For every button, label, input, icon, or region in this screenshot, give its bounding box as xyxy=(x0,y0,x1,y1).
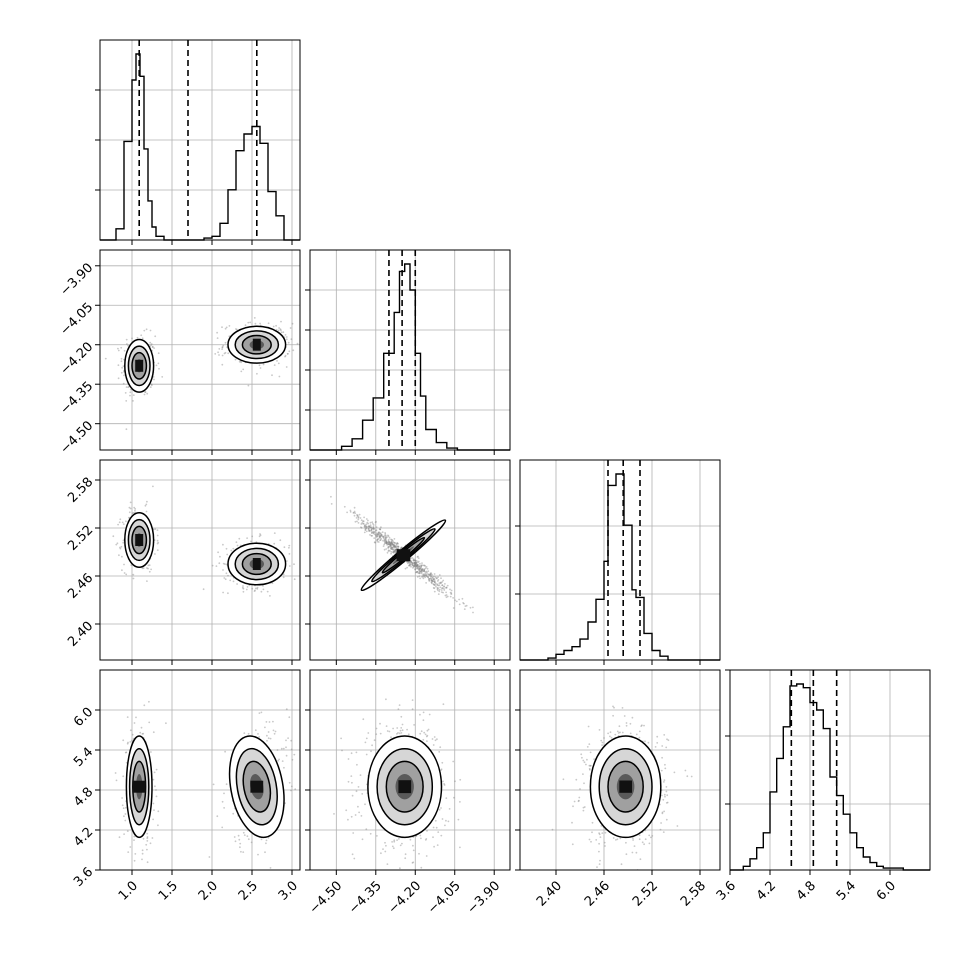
joint-panel-2-1 xyxy=(305,459,511,665)
panel-frame xyxy=(309,459,511,661)
y-tick-label: 2.40 xyxy=(65,619,96,650)
y-tick-label: −4.05 xyxy=(58,300,97,339)
x-tick-label: −4.05 xyxy=(425,878,464,917)
x-tick-label: 2.52 xyxy=(630,878,661,909)
x-tick-label: −4.50 xyxy=(307,878,346,917)
histogram-step xyxy=(100,53,300,241)
joint-density xyxy=(330,495,474,614)
y-tick-label: 2.52 xyxy=(65,523,96,554)
y-tick-label: 6.0 xyxy=(71,705,96,730)
histogram-panel-2 xyxy=(515,459,721,665)
x-tick-label: 4.8 xyxy=(794,878,819,903)
histogram-panel-1 xyxy=(305,249,511,455)
density-peak xyxy=(619,780,632,793)
panel-frame xyxy=(99,249,301,451)
density-peak xyxy=(135,359,144,372)
panel-frame xyxy=(309,669,511,871)
x-tick-label: 2.40 xyxy=(534,878,565,909)
joint-panel-2-0 xyxy=(95,459,301,665)
histogram-panel-0 xyxy=(95,39,301,245)
y-tick-label: −4.50 xyxy=(58,418,97,457)
joint-density xyxy=(112,485,296,597)
joint-panel-3-1 xyxy=(305,669,511,875)
panel-frame xyxy=(729,669,931,871)
joint-panel-3-0 xyxy=(95,669,301,875)
joint-density xyxy=(104,317,299,431)
x-tick-label: 2.5 xyxy=(236,878,261,903)
y-tick-label: −4.20 xyxy=(58,339,97,378)
density-peak xyxy=(252,558,261,570)
panel-frame xyxy=(99,459,301,661)
x-tick-label: −4.35 xyxy=(346,878,385,917)
y-tick-label: 4.8 xyxy=(71,785,96,810)
x-tick-label: 2.46 xyxy=(582,878,613,909)
density-peak xyxy=(250,780,264,793)
x-tick-label: 3.6 xyxy=(714,878,739,903)
tick-labels: 1.0 1.5 2.0 2.5 3.0 −4.50 −4.35 −4.20 −4.05 −3.90… xyxy=(58,260,900,917)
x-tick-label: 4.2 xyxy=(754,878,779,903)
x-tick-label: 3.0 xyxy=(276,878,301,903)
density-peak xyxy=(398,780,412,794)
density-peak xyxy=(135,534,144,546)
density-peak xyxy=(252,338,261,351)
y-tick-label: −3.90 xyxy=(58,260,97,299)
y-tick-label: 5.4 xyxy=(71,745,96,770)
panel-frame xyxy=(309,249,511,451)
panel-frame xyxy=(99,669,301,871)
histogram-step xyxy=(520,473,720,661)
x-tick-label: −3.90 xyxy=(464,878,503,917)
histogram-step xyxy=(730,683,930,871)
joint-density xyxy=(333,698,462,870)
x-tick-label: 1.5 xyxy=(156,878,181,903)
y-tick-label: 3.6 xyxy=(71,865,96,890)
y-tick-label: 4.2 xyxy=(71,825,96,850)
x-tick-label: 2.0 xyxy=(196,878,221,903)
joint-density xyxy=(114,700,297,869)
x-tick-label: 6.0 xyxy=(874,878,899,903)
joint-panel-1-0 xyxy=(95,249,301,455)
x-tick-label: 5.4 xyxy=(834,878,859,903)
joint-panel-3-2 xyxy=(515,669,721,875)
y-tick-label: 2.58 xyxy=(65,475,96,506)
density-peak xyxy=(396,549,411,562)
x-tick-label: 2.58 xyxy=(678,878,709,909)
y-tick-label: −4.35 xyxy=(58,379,97,418)
histogram-step xyxy=(310,263,510,451)
panel-frame xyxy=(519,459,721,661)
x-tick-label: −4.20 xyxy=(386,878,425,917)
x-tick-label: 1.0 xyxy=(116,878,141,903)
histogram-panel-3 xyxy=(725,669,931,875)
panel-frame xyxy=(519,669,721,871)
y-tick-label: 2.46 xyxy=(65,571,96,602)
joint-density xyxy=(551,705,693,870)
density-peak xyxy=(132,780,146,793)
